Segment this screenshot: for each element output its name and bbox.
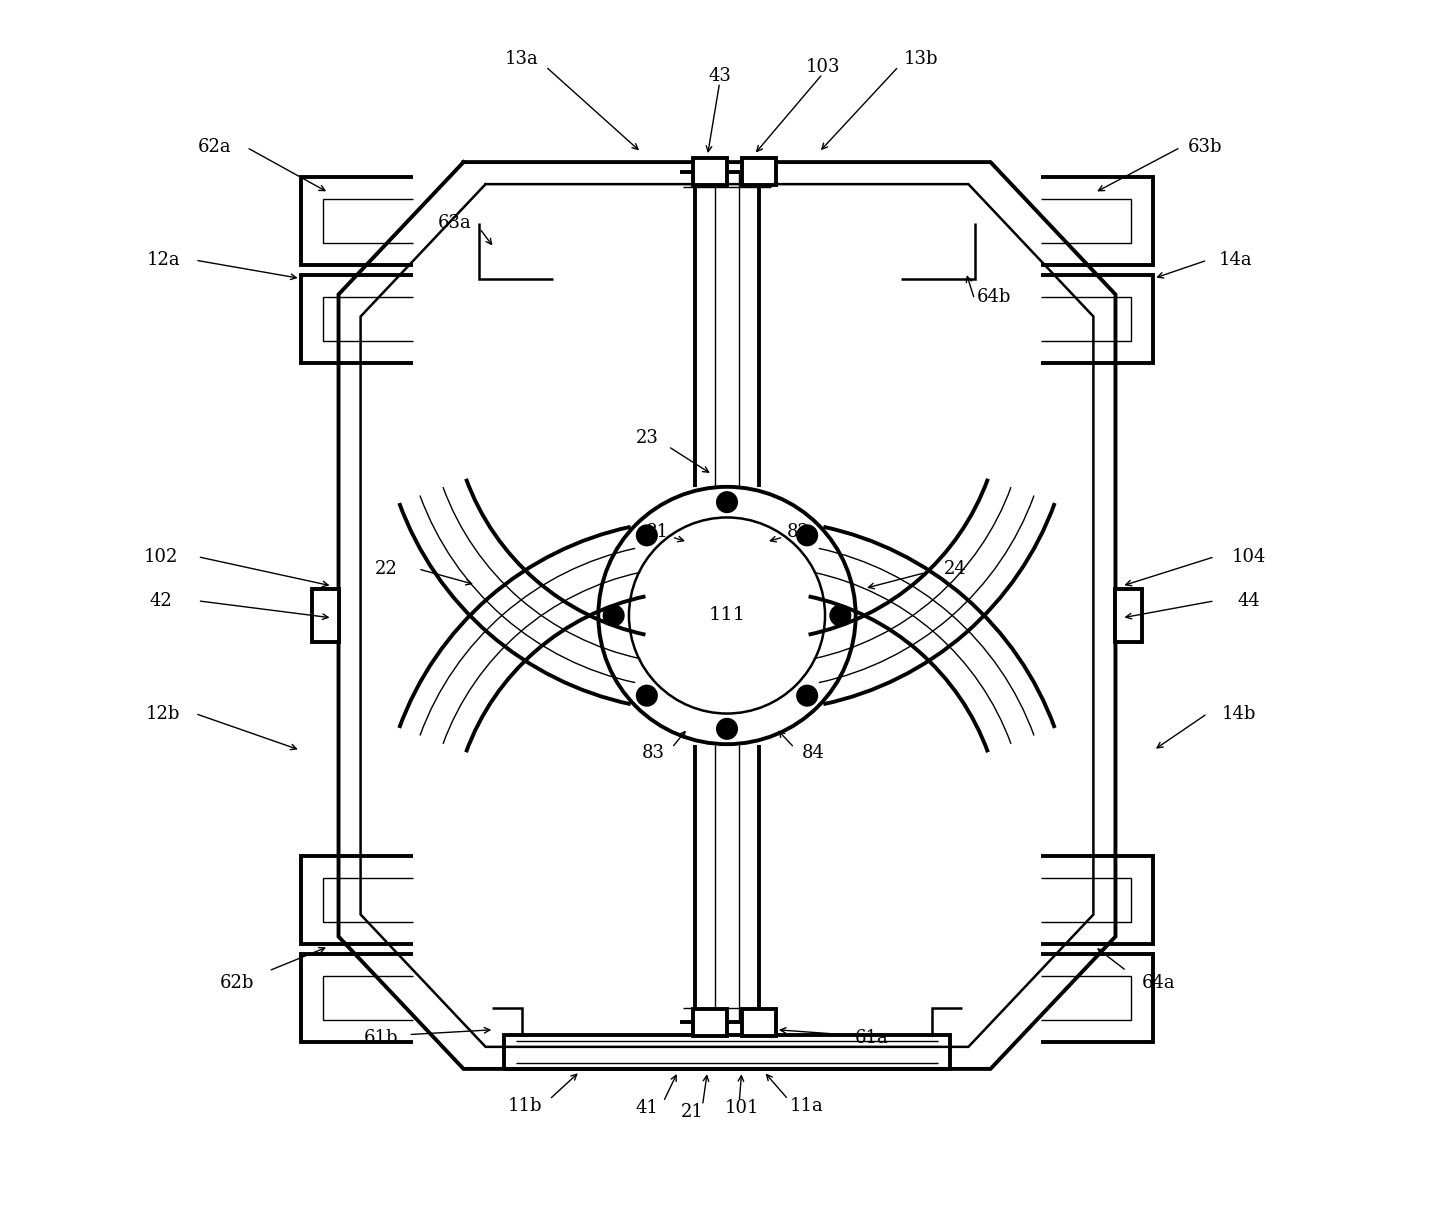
Text: 21: 21: [682, 1103, 704, 1120]
Text: 62b: 62b: [220, 974, 254, 992]
Circle shape: [635, 524, 657, 547]
Circle shape: [701, 164, 718, 181]
Circle shape: [317, 598, 333, 616]
Text: 11b: 11b: [507, 1097, 542, 1115]
Circle shape: [797, 684, 819, 707]
Text: 102: 102: [144, 548, 177, 566]
Circle shape: [317, 616, 333, 633]
Text: 12b: 12b: [145, 704, 180, 723]
Circle shape: [635, 684, 657, 707]
Text: 12a: 12a: [147, 251, 180, 270]
Text: 11a: 11a: [790, 1097, 823, 1115]
Text: 81: 81: [646, 523, 669, 542]
Bar: [311, 588, 339, 643]
Text: 61a: 61a: [855, 1029, 888, 1048]
Bar: [742, 1009, 776, 1035]
Text: 44: 44: [1237, 592, 1261, 609]
Circle shape: [602, 604, 625, 627]
Bar: [692, 1009, 727, 1035]
Circle shape: [715, 718, 739, 740]
Text: 24: 24: [944, 560, 967, 577]
Bar: [742, 159, 776, 186]
Text: 84: 84: [801, 744, 824, 762]
Circle shape: [829, 604, 852, 627]
Text: 64a: 64a: [1141, 974, 1175, 992]
Text: 42: 42: [150, 592, 172, 609]
Text: 13a: 13a: [505, 50, 538, 68]
Text: 43: 43: [708, 68, 731, 85]
Text: 63a: 63a: [438, 214, 473, 233]
Text: 13b: 13b: [903, 50, 938, 68]
Circle shape: [1121, 616, 1137, 633]
Circle shape: [715, 491, 739, 513]
Bar: [1115, 588, 1143, 643]
Text: 41: 41: [635, 1099, 659, 1117]
Text: 23: 23: [635, 428, 659, 447]
Text: 111: 111: [708, 607, 746, 624]
Bar: [692, 159, 727, 186]
Text: 61b: 61b: [364, 1029, 398, 1048]
Circle shape: [797, 524, 819, 547]
Text: 22: 22: [375, 560, 398, 577]
Text: 64b: 64b: [977, 288, 1012, 305]
Text: 103: 103: [806, 58, 840, 75]
Circle shape: [750, 1014, 768, 1030]
Text: 14a: 14a: [1218, 251, 1252, 270]
Circle shape: [701, 1014, 718, 1030]
Circle shape: [750, 164, 768, 181]
Text: 62a: 62a: [198, 138, 231, 156]
Text: 82: 82: [787, 523, 810, 542]
Circle shape: [1121, 598, 1137, 616]
Text: 63b: 63b: [1188, 138, 1223, 156]
Text: 101: 101: [724, 1099, 759, 1117]
Text: 83: 83: [643, 744, 664, 762]
Text: 14b: 14b: [1221, 704, 1256, 723]
Text: 104: 104: [1232, 548, 1266, 566]
